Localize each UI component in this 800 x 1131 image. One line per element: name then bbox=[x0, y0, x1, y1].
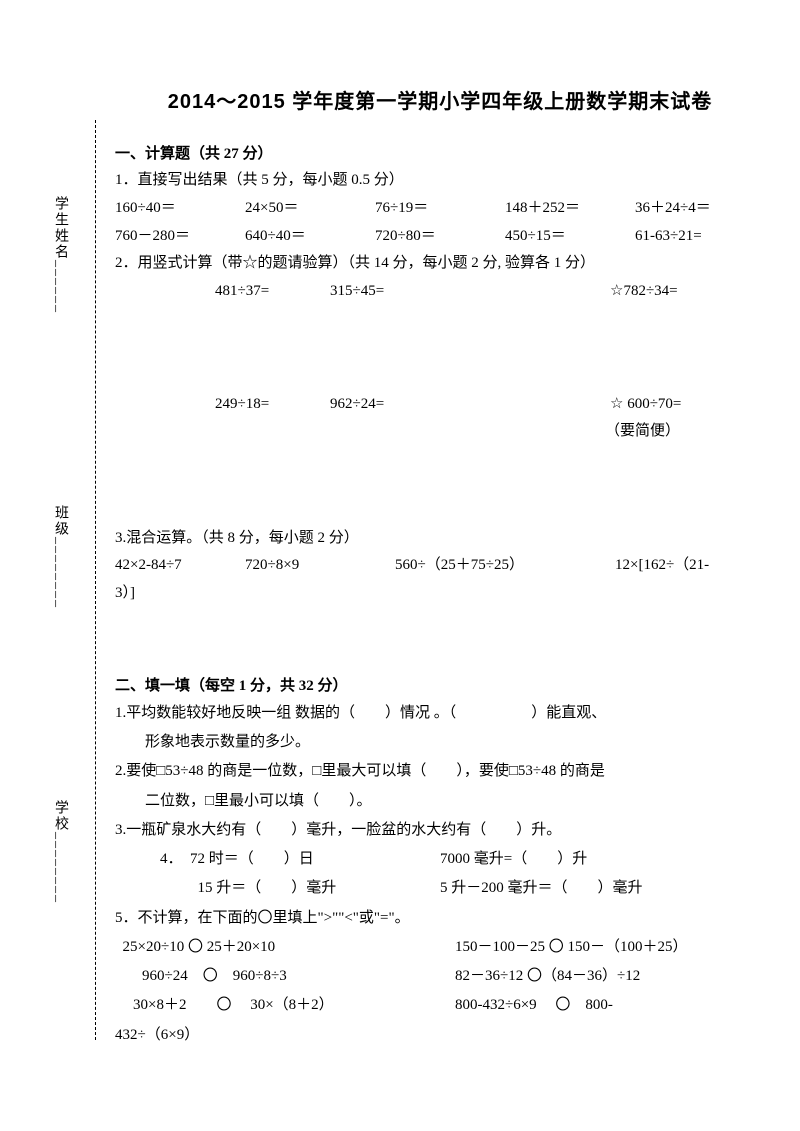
comp-item: 30×8＋2 〇 30×（8＋2） bbox=[115, 991, 455, 1020]
section1-title: 一、计算题（共 27 分） bbox=[115, 142, 765, 163]
calc-row-1: 160÷40＝ 24×50＝ 76÷19＝ 148＋252＝ 36＋24÷4＝ bbox=[115, 195, 765, 223]
calc-item: 720÷8×9 bbox=[245, 552, 395, 580]
calc-item: 12×[162÷（21- bbox=[615, 552, 765, 580]
conv-row-2: 15 升＝（ ）毫升 5 升－200 毫升＝（ ）毫升 bbox=[115, 874, 765, 903]
fill-q1b: 形象地表示数量的多少。 bbox=[115, 728, 765, 757]
comp-item: 25×20÷10 〇 25＋20×10 bbox=[115, 933, 455, 962]
calc-item: 249÷18= bbox=[115, 391, 330, 419]
calc-item: 560÷（25＋75÷25） bbox=[395, 552, 615, 580]
q2-instruction: 2．用竖式计算（带☆的题请验算）（共 14 分，每小题 2 分, 验算各 1 分… bbox=[115, 250, 765, 278]
comp-row-1: 25×20÷10 〇 25＋20×10 150－100－25 〇 150－（10… bbox=[115, 933, 765, 962]
fold-line bbox=[95, 120, 96, 1040]
calc-item: 160÷40＝ bbox=[115, 195, 245, 223]
calc-item: ☆782÷34= bbox=[540, 278, 765, 306]
school-label: 学校________ bbox=[50, 800, 70, 904]
calc-item: 24×50＝ bbox=[245, 195, 375, 223]
binding-sidebar: 学生姓名______ 班级________ 学校________ bbox=[30, 100, 90, 1000]
mixed-calc-row: 42×2-84÷7 720÷8×9 560÷（25＋75÷25） 12×[162… bbox=[115, 552, 765, 580]
exam-content: 2014～2015 学年度第一学期小学四年级上册数学期末试卷 一、计算题（共 2… bbox=[115, 85, 765, 1050]
conv-item: 5 升－200 毫升＝（ ）毫升 bbox=[440, 874, 765, 903]
calc-item: 42×2-84÷7 bbox=[115, 552, 245, 580]
calc-item: ☆ 600÷70= bbox=[540, 391, 765, 419]
vertical-row-2: 249÷18= 962÷24= ☆ 600÷70= bbox=[115, 391, 765, 419]
q1-instruction: 1．直接写出结果（共 5 分，每小题 0.5 分） bbox=[115, 167, 765, 195]
calc-item: 962÷24= bbox=[330, 391, 540, 419]
comp-item: 150－100－25 〇 150－（100＋25） bbox=[455, 933, 765, 962]
fill-q2: 2.要使□53÷48 的商是一位数，□里最大可以填（ ），要使□53÷48 的商… bbox=[115, 757, 765, 786]
comp-item: 800-432÷6×9 〇 800- bbox=[455, 991, 765, 1020]
vertical-row-1: 481÷37= 315÷45= ☆782÷34= bbox=[115, 278, 765, 306]
class-label: 班级________ bbox=[50, 505, 70, 609]
comp-item: 82－36÷12 〇（84－36）÷12 bbox=[455, 962, 765, 991]
comp-row-3: 30×8＋2 〇 30×（8＋2） 800-432÷6×9 〇 800- bbox=[115, 991, 765, 1020]
q3-instruction: 3.混合运算。（共 8 分，每小题 2 分） bbox=[115, 525, 765, 553]
conv-item: 4． 72 时＝（ ）日 bbox=[115, 845, 440, 874]
conv-item: 15 升＝（ ）毫升 bbox=[115, 874, 440, 903]
calc-item-cont: 3）] bbox=[115, 580, 765, 608]
calc-item: 720÷80＝ bbox=[375, 223, 505, 251]
fill-q1: 1.平均数能较好地反映一组 数据的（ ）情况 。（ ）能直观、 bbox=[115, 699, 765, 728]
comp-row-3b: 432÷（6×9） bbox=[115, 1021, 765, 1050]
fill-q2b: 二位数，□里最小可以填（ ）。 bbox=[115, 787, 765, 816]
fill-q3: 3.一瓶矿泉水大约有（ ）毫升，一脸盆的水大约有（ ）升。 bbox=[115, 816, 765, 845]
calc-item: 148＋252＝ bbox=[505, 195, 635, 223]
calc-item: 450÷15＝ bbox=[505, 223, 635, 251]
calc-row-2: 760－280＝ 640÷40＝ 720÷80＝ 450÷15＝ 61-63÷2… bbox=[115, 223, 765, 251]
comp-item: 960÷24 〇 960÷8÷3 bbox=[115, 962, 455, 991]
calc-item: 36＋24÷4＝ bbox=[635, 195, 765, 223]
section2-title: 二、填一填（每空 1 分，共 32 分） bbox=[115, 674, 765, 695]
student-name-label: 学生姓名______ bbox=[50, 196, 70, 314]
page-title: 2014～2015 学年度第一学期小学四年级上册数学期末试卷 bbox=[115, 85, 765, 114]
calc-item: 481÷37= bbox=[115, 278, 330, 306]
calc-item: 76÷19＝ bbox=[375, 195, 505, 223]
fill-q5: 5．不计算，在下面的〇里填上">""<"或"="。 bbox=[115, 904, 765, 933]
calc-item: 61-63÷21= bbox=[635, 223, 765, 251]
calc-item: 640÷40＝ bbox=[245, 223, 375, 251]
calc-item: 760－280＝ bbox=[115, 223, 245, 251]
simplify-note: （要简便） bbox=[115, 419, 765, 440]
calc-item: 315÷45= bbox=[330, 278, 540, 306]
conv-row-1: 4． 72 时＝（ ）日 7000 毫升=（ ）升 bbox=[115, 845, 765, 874]
conv-item: 7000 毫升=（ ）升 bbox=[440, 845, 765, 874]
comp-row-2: 960÷24 〇 960÷8÷3 82－36÷12 〇（84－36）÷12 bbox=[115, 962, 765, 991]
